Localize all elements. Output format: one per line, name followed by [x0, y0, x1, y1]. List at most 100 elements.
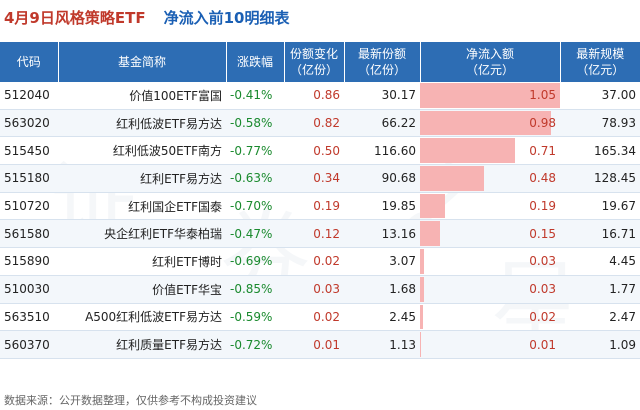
net-inflow-cell: 0.98 — [420, 109, 560, 138]
latest-scale-cell: 37.00 — [560, 82, 640, 110]
table-row: 515450 红利低波50ETF南方 -0.77% 0.50 116.60 0.71 165… — [0, 136, 640, 166]
column-header-label: 份额变化 — [289, 47, 338, 61]
latest-scale-cell: 128.45 — [560, 164, 640, 193]
column-header-net-inflow: 净流入额 （亿元） — [420, 42, 561, 82]
column-header-latest-scale: 最新规模 （亿元） — [560, 42, 640, 82]
price-change-cell: -0.70% — [226, 192, 284, 221]
latest-scale-cell: 1.77 — [560, 275, 640, 304]
net-inflow-cell: 1.05 — [420, 82, 560, 110]
net-inflow-cell: 0.03 — [420, 275, 560, 304]
net-inflow-value: 0.71 — [529, 143, 556, 158]
column-header-label: 最新份额 — [357, 47, 406, 61]
latest-share-cell: 2.45 — [344, 303, 420, 332]
title-bar: 4月9日风格策略ETF 净流入前10明细表 — [0, 0, 640, 34]
fund-name-cell: 红利质量ETF易方达 — [58, 330, 226, 359]
price-change-cell: -0.72% — [226, 330, 284, 359]
fund-name-cell: 红利ETF博时 — [58, 247, 226, 276]
latest-scale-cell: 19.67 — [560, 192, 640, 221]
fund-code-cell: 561580 — [0, 219, 58, 249]
net-inflow-bar — [420, 249, 425, 274]
table-row: 515180 红利ETF易方达 -0.63% 0.34 90.68 0.48 128.45 — [0, 164, 640, 193]
net-inflow-cell: 0.01 — [420, 330, 560, 359]
fund-code-cell: 563020 — [0, 109, 58, 138]
table-row: 510720 红利国企ETF国泰 -0.70% 0.19 19.85 0.19 19.67 — [0, 192, 640, 221]
table-row: 563020 红利低波ETF易方达 -0.58% 0.82 66.22 0.98 78.93 — [0, 109, 640, 138]
column-header-latest-share: 最新份额 （亿份） — [344, 42, 421, 82]
net-inflow-cell: 0.19 — [420, 192, 560, 221]
latest-share-cell: 90.68 — [344, 164, 420, 193]
latest-scale-cell: 78.93 — [560, 109, 640, 138]
net-inflow-bar — [420, 332, 422, 357]
share-change-cell: 0.50 — [284, 136, 344, 166]
price-change-cell: -0.69% — [226, 247, 284, 276]
fund-name-cell: 红利低波ETF易方达 — [58, 109, 226, 138]
net-inflow-bar — [420, 138, 515, 164]
fund-name-cell: 价值100ETF富国 — [58, 82, 226, 110]
price-change-cell: -0.59% — [226, 303, 284, 332]
column-header-share-change: 份额变化 （亿份） — [284, 42, 345, 82]
fund-code-cell: 510720 — [0, 192, 58, 221]
latest-share-cell: 1.13 — [344, 330, 420, 359]
table-body: 512040 价值100ETF富国 -0.41% 0.86 30.17 1.05 37.00… — [0, 82, 640, 359]
price-change-cell: -0.77% — [226, 136, 284, 166]
net-inflow-value: 0.98 — [529, 116, 556, 131]
net-inflow-cell: 0.48 — [420, 164, 560, 193]
share-change-cell: 0.19 — [284, 192, 344, 221]
latest-scale-cell: 165.34 — [560, 136, 640, 166]
latest-share-cell: 13.16 — [344, 219, 420, 249]
column-header-label: 代码 — [16, 55, 41, 69]
share-change-cell: 0.86 — [284, 82, 344, 110]
table-row: 512040 价值100ETF富国 -0.41% 0.86 30.17 1.05 37.00 — [0, 82, 640, 110]
etf-inflow-table: 代码 基金简称 涨跌幅 份额变化 （亿份） 最新份额 （亿份） 净流入额 （亿元） 最新规模 （亿元… — [0, 42, 640, 359]
column-header-label: 涨跌幅 — [236, 55, 273, 69]
latest-share-cell: 3.07 — [344, 247, 420, 276]
share-change-cell: 0.02 — [284, 303, 344, 332]
fund-name-cell: A500红利低波ETF易方达 — [58, 303, 226, 332]
share-change-cell: 0.01 — [284, 330, 344, 359]
price-change-cell: -0.47% — [226, 219, 284, 249]
net-inflow-cell: 0.15 — [420, 219, 560, 249]
column-header-label: 最新规模 — [576, 47, 625, 61]
share-change-cell: 0.34 — [284, 164, 344, 193]
table-row: 560370 红利质量ETF易方达 -0.72% 0.01 1.13 0.01 1.09 — [0, 330, 640, 359]
net-inflow-value: 0.03 — [529, 254, 556, 269]
table-row: 510030 价值ETF华宝 -0.85% 0.03 1.68 0.03 1.77 — [0, 275, 640, 304]
net-inflow-bar — [420, 166, 484, 191]
column-header-unit: （亿元） — [465, 63, 514, 77]
table-row: 561580 央企红利ETF华泰柏瑞 -0.47% 0.12 13.16 0.15 16.7… — [0, 219, 640, 249]
latest-share-cell: 66.22 — [344, 109, 420, 138]
latest-share-cell: 19.85 — [344, 192, 420, 221]
column-header-label: 净流入额 — [465, 47, 514, 61]
fund-name-cell: 价值ETF华宝 — [58, 275, 226, 304]
fund-name-cell: 央企红利ETF华泰柏瑞 — [58, 219, 226, 249]
price-change-cell: -0.58% — [226, 109, 284, 138]
share-change-cell: 0.12 — [284, 219, 344, 249]
column-header-code: 代码 — [0, 42, 59, 82]
footnote: 数据来源：公开数据整理，仅供参考不构成投资建议 — [4, 394, 257, 407]
share-change-cell: 0.82 — [284, 109, 344, 138]
latest-scale-cell: 1.09 — [560, 330, 640, 359]
fund-code-cell: 515450 — [0, 136, 58, 166]
net-inflow-bar — [420, 83, 560, 108]
price-change-cell: -0.85% — [226, 275, 284, 304]
fund-code-cell: 515180 — [0, 164, 58, 193]
page-title: 4月9日风格策略ETF — [4, 8, 146, 27]
latest-share-cell: 1.68 — [344, 275, 420, 304]
fund-code-cell: 512040 — [0, 82, 58, 110]
price-change-cell: -0.41% — [226, 82, 284, 110]
fund-name-cell: 红利国企ETF国泰 — [58, 192, 226, 221]
latest-share-cell: 116.60 — [344, 136, 420, 166]
latest-share-cell: 30.17 — [344, 82, 420, 110]
net-inflow-bar — [420, 221, 441, 247]
latest-scale-cell: 4.45 — [560, 247, 640, 276]
fund-code-cell: 560370 — [0, 330, 58, 359]
latest-scale-cell: 2.47 — [560, 303, 640, 332]
net-inflow-bar — [420, 304, 423, 330]
net-inflow-bar — [420, 276, 425, 302]
column-header-fund-name: 基金简称 — [58, 42, 227, 82]
fund-code-cell: 510030 — [0, 275, 58, 304]
net-inflow-value: 1.05 — [529, 88, 556, 103]
share-change-cell: 0.03 — [284, 275, 344, 304]
price-change-cell: -0.63% — [226, 164, 284, 193]
column-header-change: 涨跌幅 — [226, 42, 285, 82]
